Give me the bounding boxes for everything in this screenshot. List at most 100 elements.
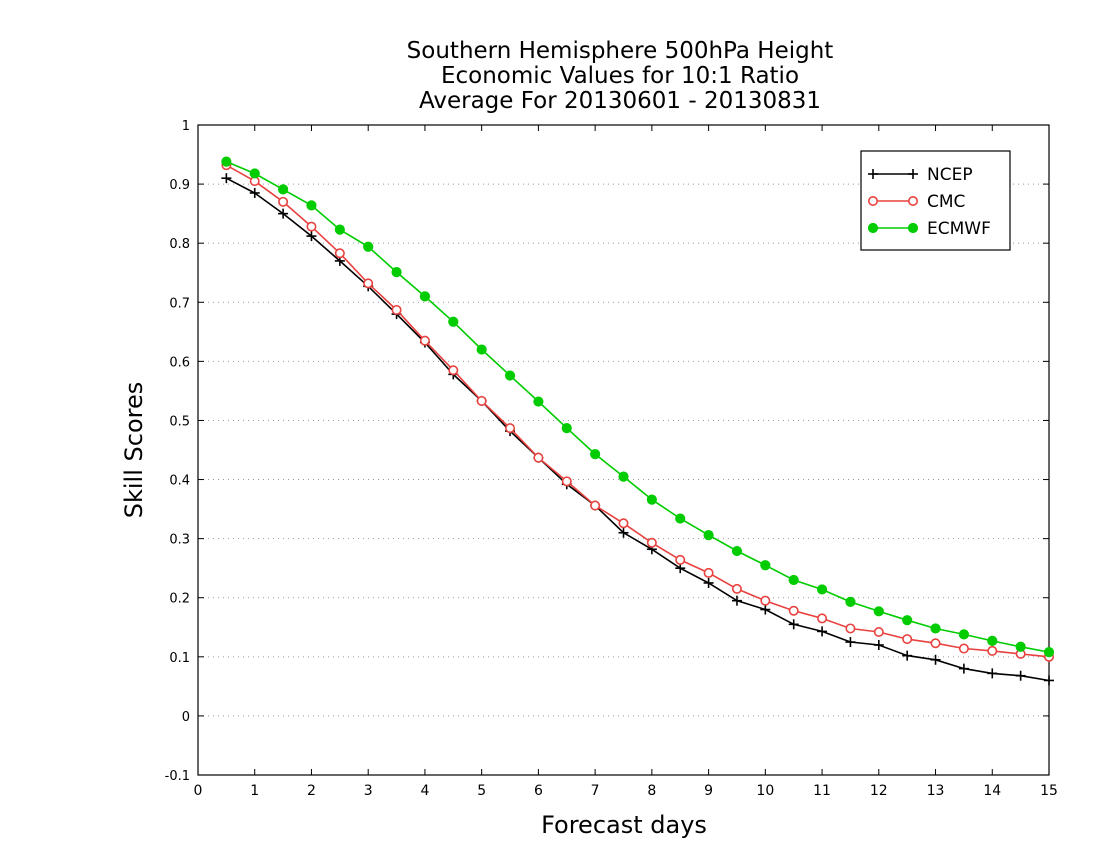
data-point [334, 224, 345, 235]
data-point [306, 231, 317, 242]
legend-marker [868, 169, 878, 179]
legend-label: ECMWF [927, 219, 991, 239]
data-point [902, 650, 913, 661]
data-point [987, 635, 998, 646]
data-point [902, 634, 913, 645]
y-tick-label: 0.6 [169, 355, 190, 370]
data-point [958, 663, 969, 674]
data-point [363, 241, 374, 252]
data-point [873, 640, 884, 650]
data-point [391, 267, 402, 278]
legend-marker [867, 222, 879, 234]
x-tick-label: 7 [591, 783, 600, 799]
legend-item-cmc: CMC [867, 192, 965, 212]
legend-item-ncep: NCEP [868, 165, 973, 185]
data-point [561, 476, 572, 487]
series-ecmwf [221, 156, 1055, 658]
x-tick-label: 2 [307, 783, 316, 799]
x-tick-label: 5 [477, 783, 486, 799]
data-point [987, 668, 998, 679]
data-point [306, 221, 317, 232]
data-point [278, 196, 289, 207]
data-point [618, 518, 629, 529]
data-point [930, 638, 941, 649]
data-point [788, 574, 799, 586]
data-point [590, 449, 601, 460]
data-point [760, 595, 771, 606]
legend: NCEP CMC ECMWF [860, 150, 1011, 251]
legend-item-ecmwf: ECMWF [867, 219, 991, 239]
data-point [845, 637, 856, 648]
data-point [391, 304, 402, 315]
x-tick-label: 10 [756, 783, 774, 799]
data-point [1043, 646, 1055, 658]
chart-title-line: Average For 20130601 - 20130831 [419, 88, 821, 114]
data-point [334, 248, 345, 259]
data-point [448, 316, 459, 327]
data-point [731, 583, 742, 594]
y-tick-label: 0.4 [169, 474, 190, 489]
data-point [646, 494, 657, 505]
chart-title-line: Economic Values for 10:1 Ratio [441, 63, 799, 89]
data-point [646, 537, 657, 548]
x-tick-label: 13 [927, 783, 945, 799]
data-point [533, 396, 544, 407]
chart-title-line: Southern Hemisphere 500hPa Height [407, 38, 834, 64]
data-point [419, 291, 431, 302]
x-tick-label: 0 [194, 783, 203, 799]
data-point [817, 613, 828, 624]
legend-label: NCEP [927, 165, 973, 185]
data-point [703, 577, 714, 588]
data-point [902, 615, 913, 626]
legend-marker [907, 222, 919, 234]
data-point [221, 173, 232, 184]
x-tick-label: 6 [534, 783, 543, 799]
data-point [505, 423, 516, 434]
legend-marker [867, 196, 878, 207]
data-point [675, 554, 686, 565]
data-point [1015, 670, 1026, 681]
chart-title: Southern Hemisphere 500hPa HeightEconomi… [407, 38, 834, 114]
data-point [363, 278, 374, 289]
legend-label: CMC [927, 192, 965, 212]
y-tick-label: -0.1 [165, 769, 190, 784]
y-tick-label: 0 [182, 710, 190, 725]
gridlines [198, 183, 1049, 717]
data-point [1015, 641, 1026, 652]
data-point [760, 560, 771, 571]
data-point [590, 500, 601, 511]
y-tick-label: 0.5 [169, 414, 190, 429]
x-tick-label: 9 [704, 783, 713, 799]
x-tick-label: 8 [647, 783, 656, 799]
data-point [731, 595, 742, 606]
data-point [845, 623, 856, 634]
x-axis-label: Forecast days [541, 811, 707, 839]
y-tick-label: 0.9 [169, 178, 190, 193]
x-tick-label: 4 [420, 783, 429, 799]
data-point [618, 471, 629, 482]
data-point [703, 529, 714, 541]
y-axis-ticks: -0.1 0 0.1 0.2 0.3 0.4 0.5 0.6 0.7 0.8 0.9 1 [165, 119, 1049, 784]
y-axis-label: Skill Scores [120, 382, 148, 519]
data-point [618, 527, 629, 538]
y-tick-label: 0.3 [169, 533, 190, 548]
data-point [958, 643, 969, 654]
data-point [419, 335, 430, 346]
x-tick-label: 14 [983, 783, 1001, 799]
y-tick-label: 1 [182, 119, 190, 134]
data-point [816, 584, 828, 595]
y-tick-label: 0.2 [169, 592, 190, 607]
data-point [221, 156, 232, 167]
x-tick-label: 1 [250, 783, 259, 799]
data-point [873, 606, 884, 617]
series-lines [221, 156, 1055, 686]
y-tick-label: 0.8 [169, 237, 190, 252]
data-point [873, 626, 884, 637]
data-point [1044, 675, 1054, 686]
legend-marker [907, 196, 918, 207]
x-tick-label: 11 [813, 783, 831, 799]
data-point [958, 629, 970, 640]
data-point [561, 423, 572, 434]
